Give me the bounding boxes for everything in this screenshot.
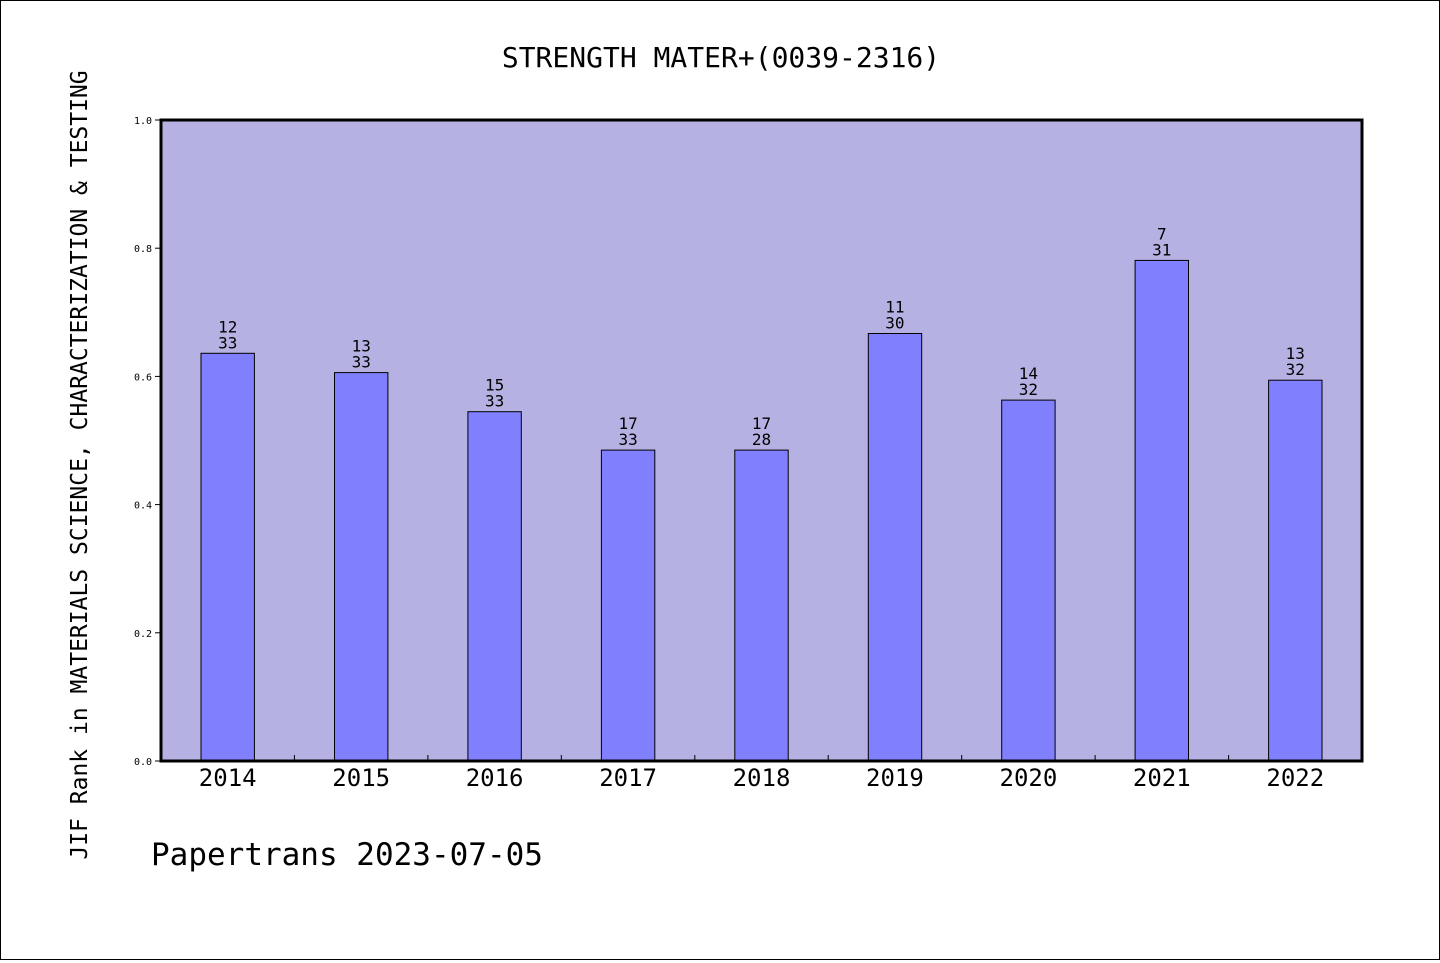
- bar-2014: [200, 352, 255, 762]
- bar-rank-label-2019: 11: [885, 298, 904, 317]
- bar-2018: [734, 449, 789, 762]
- bar-2017: [600, 449, 656, 762]
- bar-2020: [1001, 399, 1056, 762]
- bar-rank-label-2015: 13: [352, 337, 371, 356]
- bars-group: 1233201413332015153320161733201717282018…: [199, 224, 1324, 792]
- bar-rank-label-2021: 7: [1157, 224, 1167, 243]
- x-tick-label-2021: 2021: [1133, 764, 1191, 792]
- y-axis-label: JIF Rank in MATERIALS SCIENCE, CHARACTER…: [67, 70, 93, 859]
- bar-rank-label-2020: 14: [1019, 364, 1038, 383]
- bar-total-label-2019: 30: [885, 314, 904, 333]
- x-tick-label-2020: 2020: [1000, 764, 1058, 792]
- bar-2016: [467, 411, 522, 762]
- x-tick-label-2019: 2019: [866, 764, 924, 792]
- plot-border: [159, 118, 1364, 763]
- bar-rank-label-2017: 17: [618, 414, 637, 433]
- bar-2021: [1134, 259, 1189, 762]
- bar-total-label-2021: 31: [1152, 240, 1171, 259]
- y-tick-label-0.8: 0.8: [134, 244, 152, 255]
- y-tick-label-0.4: 0.4: [134, 501, 152, 512]
- x-tick-label-2014: 2014: [199, 764, 257, 792]
- y-tick-label-0.2: 0.2: [134, 629, 152, 640]
- x-tick-label-2015: 2015: [332, 764, 390, 792]
- x-tick-label-2022: 2022: [1266, 764, 1324, 792]
- bar-total-label-2014: 33: [218, 333, 237, 352]
- x-tick-label-2018: 2018: [733, 764, 791, 792]
- footer-credit: Papertrans 2023-07-05: [151, 837, 543, 873]
- x-tick-label-2017: 2017: [599, 764, 657, 792]
- bar-2019: [867, 333, 923, 762]
- bar-total-label-2020: 32: [1019, 380, 1038, 399]
- x-tick-label-2016: 2016: [466, 764, 524, 792]
- bar-rank-label-2022: 13: [1286, 344, 1305, 363]
- bar-total-label-2022: 32: [1286, 360, 1305, 379]
- bar-total-label-2017: 33: [618, 430, 637, 449]
- y-tick-label-1.0: 1.0: [134, 116, 152, 127]
- bar-2015: [334, 372, 389, 762]
- y-tick-label-0.6: 0.6: [134, 372, 152, 383]
- bar-total-label-2016: 33: [485, 392, 504, 411]
- bar-total-label-2015: 33: [352, 353, 371, 372]
- bar-rank-label-2014: 12: [218, 317, 237, 336]
- bar-total-label-2018: 28: [752, 430, 771, 449]
- bar-rank-label-2018: 17: [752, 414, 771, 433]
- bar-rank-label-2016: 15: [485, 376, 504, 395]
- chart-title: STRENGTH MATER+(0039-2316): [502, 41, 940, 74]
- bar-2022: [1268, 379, 1323, 762]
- y-tick-label-0.0: 0.0: [134, 757, 152, 768]
